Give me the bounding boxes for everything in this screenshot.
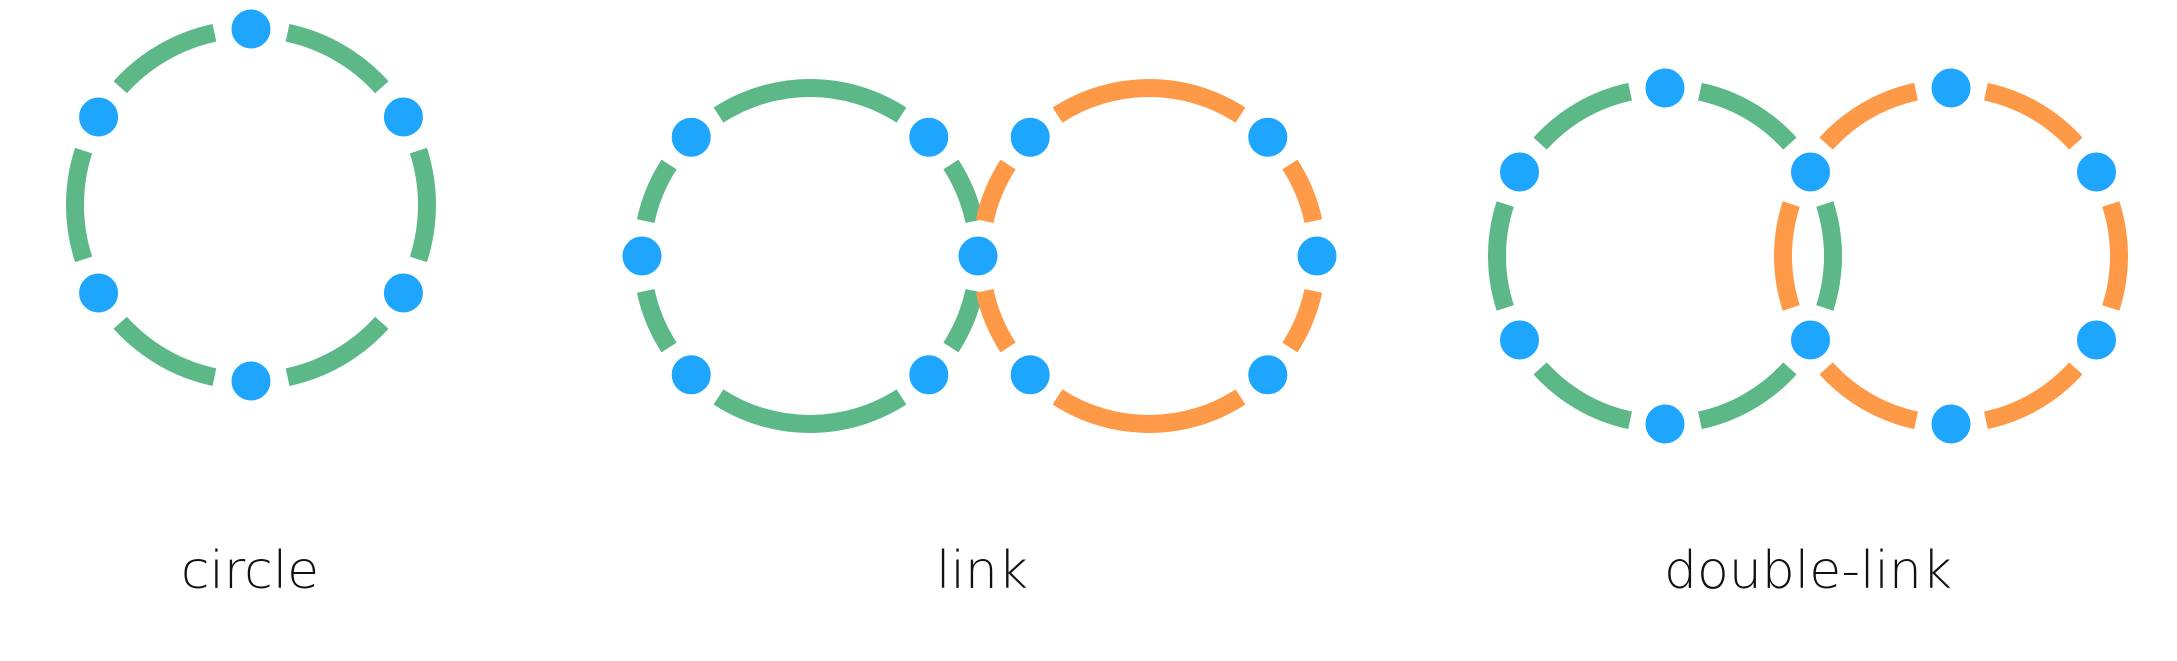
double-link-ring-1-arc-6 [1533,82,1633,150]
caption-double-link: double-link [1664,541,1952,601]
circle-ring-1-arc-2 [409,147,436,263]
circle-ring-1-arc-5 [66,147,93,263]
caption-link: link [936,541,1028,601]
circle-node-3 [378,268,428,318]
link-ring-1-arc-2 [943,159,984,224]
double-link-ring-2-arc-1 [1983,82,2083,150]
link-ring-2-arc-2 [1282,159,1323,224]
link-ring-1-arc-3 [943,288,984,353]
double-link-ring-2-arc-3 [1983,362,2083,430]
link-node-5 [666,350,716,400]
double-link-node-3 [1785,315,1835,365]
double-link-node-9 [2071,315,2121,365]
circle-node-4 [226,356,276,406]
double-link-ring-2-arc-4 [1819,362,1919,430]
captions-layer: circle link double-link [181,541,1952,601]
double-link-node-1 [1640,63,1690,113]
double-link-ring-1-arc-5 [1488,201,1514,311]
link-node-6 [617,231,667,281]
double-link-ring-2-arc-5 [1774,201,1800,311]
double-link-ring-1-arc-4 [1533,362,1633,430]
circle-ring-1-arc-6 [113,24,217,94]
link-node-2 [904,112,954,162]
link-node-1 [666,112,716,162]
double-link-ring-1-arc-1 [1697,82,1797,150]
double-link-ring-1-arc-2 [1816,201,1842,311]
link-ring-2-arc-5 [975,288,1016,353]
double-link-node-6 [1495,147,1545,197]
circle-node-2 [378,92,428,142]
ring-arcs-layer [66,24,2128,433]
link-node-4 [904,350,954,400]
caption-circle: circle [181,541,319,601]
link-ring-1-arc-5 [636,288,677,353]
circle-node-6 [74,92,124,142]
circle-ring-1-arc-4 [113,316,217,386]
double-link-node-2 [1785,147,1835,197]
double-link-ring-1-arc-3 [1697,362,1797,430]
circle-ring-1-arc-3 [285,316,389,386]
link-ring-2-arc-1 [1052,79,1246,123]
link-ring-2-arc-6 [975,159,1016,224]
link-ring-1-arc-6 [636,159,677,224]
circle-node-1 [226,4,276,54]
double-link-node-4 [1640,399,1690,449]
double-link-node-7 [1926,63,1976,113]
link-node-9 [1292,231,1342,281]
circle-ring-1-arc-1 [285,24,389,94]
link-node-8 [1243,112,1293,162]
circle-node-5 [74,268,124,318]
double-link-ring-2-arc-2 [2102,201,2128,311]
link-ring-2-arc-4 [1052,389,1246,433]
nodes-layer [74,4,2121,449]
double-link-node-8 [2071,147,2121,197]
link-ring-1-arc-1 [713,79,907,123]
link-ring-1-arc-4 [713,389,907,433]
link-node-10 [1243,350,1293,400]
link-ring-2-arc-3 [1282,288,1323,353]
link-node-11 [1005,350,1055,400]
double-link-ring-2-arc-6 [1819,82,1919,150]
link-node-7 [1005,112,1055,162]
double-link-node-5 [1495,315,1545,365]
link-node-3 [953,231,1003,281]
double-link-node-10 [1926,399,1976,449]
